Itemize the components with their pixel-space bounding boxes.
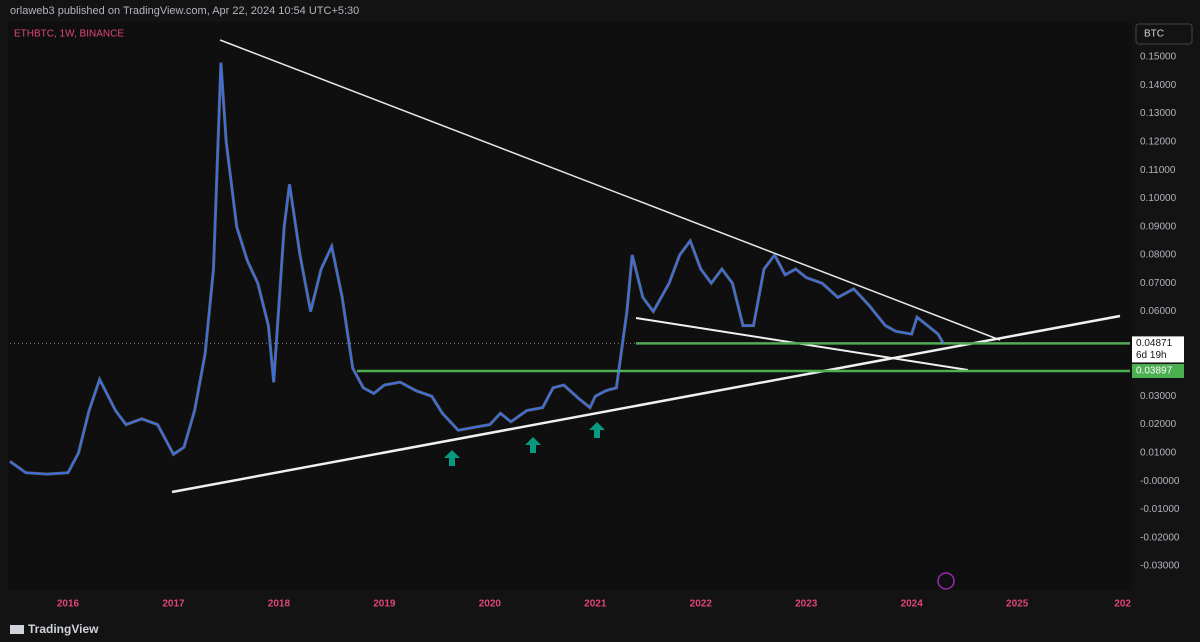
y-tick-label: 0.11000 bbox=[1140, 165, 1176, 176]
price-line bbox=[9, 62, 945, 476]
y-tick-label: 0.01000 bbox=[1140, 448, 1177, 459]
trendline bbox=[219, 39, 1001, 341]
lightning-icon[interactable] bbox=[937, 572, 955, 590]
plot-area bbox=[8, 22, 1132, 590]
x-tick-label: 2024 bbox=[901, 599, 924, 610]
y-tick-label: 0.14000 bbox=[1140, 80, 1177, 91]
y-tick-label: -0.00000 bbox=[1140, 476, 1180, 487]
y-tick-label: 0.15000 bbox=[1140, 52, 1177, 63]
level-label-box bbox=[1132, 363, 1184, 378]
last-price-label: 0.04871 bbox=[1136, 338, 1173, 349]
trendline bbox=[171, 314, 1121, 494]
y-tick-label: 0.03000 bbox=[1140, 391, 1177, 402]
x-tick-label: 2017 bbox=[162, 599, 185, 610]
arrow-up bbox=[589, 422, 605, 438]
y-tick-label: 0.13000 bbox=[1140, 108, 1177, 119]
x-tick-label: 2020 bbox=[479, 599, 502, 610]
y-tick-label: 0.10000 bbox=[1140, 193, 1177, 204]
x-tick-label: 2019 bbox=[373, 599, 396, 610]
y-tick-label: 0.12000 bbox=[1140, 137, 1177, 148]
arrow-up bbox=[525, 437, 541, 453]
y-tick-label: -0.01000 bbox=[1140, 504, 1180, 515]
footer bbox=[0, 618, 1200, 642]
x-tick-label: 202 bbox=[1114, 599, 1131, 610]
symbol-label: ETHBTC, 1W, BINANCE bbox=[14, 29, 124, 40]
x-tick-label: 2023 bbox=[795, 599, 818, 610]
y-tick-label: 0.07000 bbox=[1140, 278, 1177, 289]
level-label: 0.03897 bbox=[1136, 366, 1173, 377]
brand: TradingView bbox=[28, 622, 99, 636]
x-tick-label: 2025 bbox=[1006, 599, 1029, 610]
y-tick-label: -0.03000 bbox=[1140, 561, 1180, 572]
x-tick-label: 2016 bbox=[57, 599, 80, 610]
countdown-label: 6d 19h bbox=[1136, 350, 1167, 361]
x-tick-label: 2021 bbox=[584, 599, 607, 610]
arrow-up bbox=[444, 450, 460, 466]
y-tick-label: 0.08000 bbox=[1140, 250, 1177, 261]
currency-box[interactable] bbox=[1135, 23, 1193, 45]
y-tick-label: -0.02000 bbox=[1140, 532, 1180, 543]
y-tick-label: 0.09000 bbox=[1140, 221, 1177, 232]
publish-info: orlaweb3 published on TradingView.com, A… bbox=[10, 5, 359, 17]
x-tick-label: 2022 bbox=[690, 599, 713, 610]
x-tick-label: 2018 bbox=[268, 599, 291, 610]
last-price-box bbox=[1132, 336, 1184, 363]
y-tick-label: 0.06000 bbox=[1140, 306, 1177, 317]
currency-label: BTC bbox=[1144, 29, 1164, 40]
tv-logo bbox=[10, 625, 24, 634]
y-tick-label: 0.02000 bbox=[1140, 419, 1177, 430]
